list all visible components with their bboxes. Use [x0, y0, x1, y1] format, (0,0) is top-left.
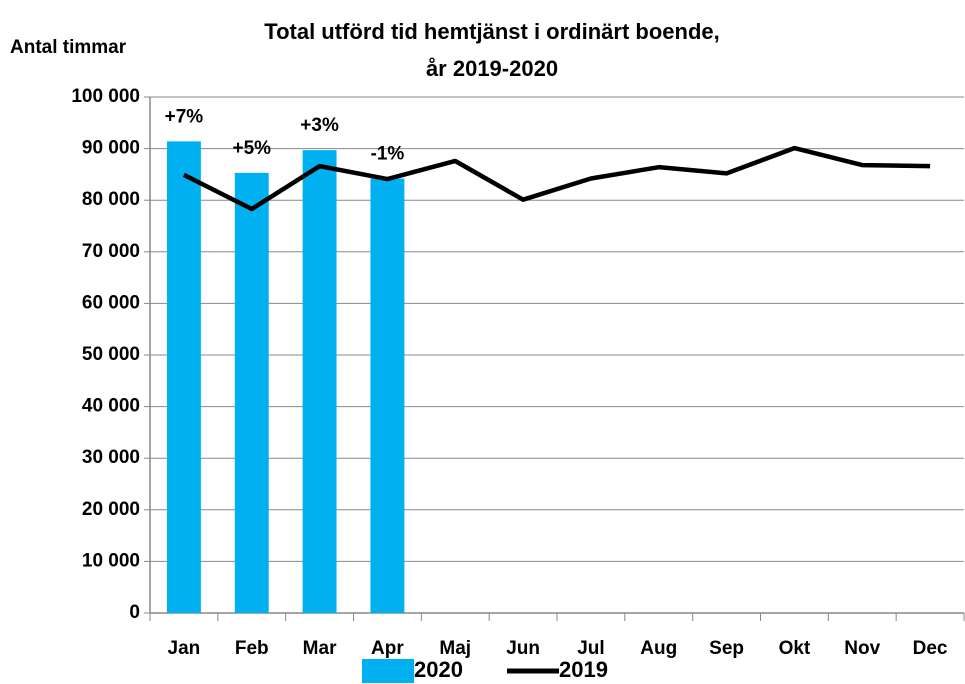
x-tick-label: Jun	[506, 638, 540, 659]
x-tick-label: Aug	[640, 638, 677, 659]
x-tick-label: Nov	[844, 638, 880, 659]
y-tick-label: 90 000	[82, 138, 140, 159]
x-tick-label: Sep	[709, 638, 744, 659]
bar	[166, 141, 201, 613]
legend-label: 2020	[414, 657, 463, 682]
y-tick-label: 10 000	[82, 550, 140, 571]
bar	[370, 178, 405, 613]
change-label: +5%	[232, 138, 271, 159]
y-tick-label: 0	[129, 602, 140, 623]
line	[182, 145, 931, 212]
legend-label: 2019	[559, 657, 608, 682]
x-tick-label: Feb	[235, 638, 269, 659]
y-tick-label: 50 000	[82, 344, 140, 365]
legend-swatch	[362, 659, 414, 683]
change-label: -1%	[371, 144, 405, 165]
x-tick-label: Mar	[303, 638, 337, 659]
y-tick-label: 100 000	[71, 86, 140, 107]
bar	[302, 150, 337, 613]
x-tick-label: Okt	[779, 638, 811, 659]
y-tick-label: 60 000	[82, 292, 140, 313]
bar	[234, 172, 269, 614]
x-tick-label: Dec	[913, 638, 948, 659]
x-tick-label: Jan	[168, 638, 201, 659]
chart-title: år 2019-2020	[426, 56, 558, 81]
change-label: +7%	[165, 106, 204, 127]
y-axis-label: Antal timmar	[10, 37, 127, 58]
y-tick-label: 20 000	[82, 499, 140, 520]
chart-title: Total utförd tid hemtjänst i ordinärt bo…	[264, 19, 719, 44]
change-label: +3%	[300, 115, 339, 136]
y-tick-label: 40 000	[82, 396, 140, 417]
x-tick-label: Jul	[577, 638, 604, 659]
y-tick-label: 80 000	[82, 189, 140, 210]
y-tick-label: 70 000	[82, 241, 140, 262]
x-tick-label: Maj	[439, 638, 471, 659]
x-tick-label: Apr	[371, 638, 404, 659]
y-tick-label: 30 000	[82, 447, 140, 468]
